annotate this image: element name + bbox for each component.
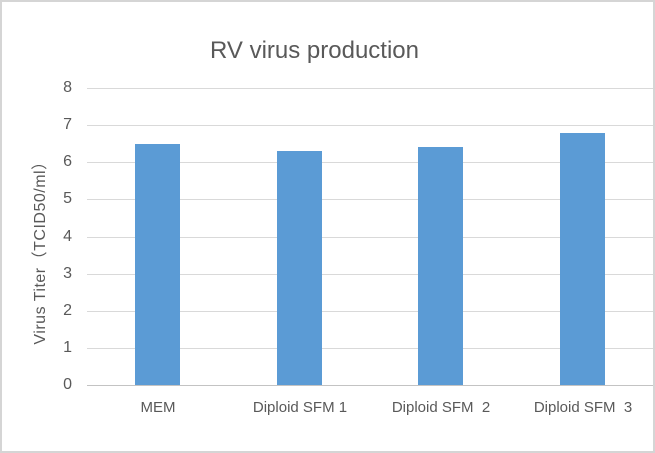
x-axis-category-labels: MEM Diploid SFM 1 Diploid SFM 2 Diploid SFM…: [87, 398, 653, 420]
y-tick-label-4: 4: [63, 228, 72, 245]
y-tick-label-2: 2: [63, 302, 72, 319]
chart-title: RV virus production: [210, 37, 419, 64]
gridline-6: [87, 162, 653, 163]
bar-diploid-sfm-3: [560, 133, 605, 385]
bar-diploid-sfm-1: [277, 151, 322, 385]
gridline-2: [87, 311, 653, 312]
y-tick-label-6: 6: [63, 153, 72, 170]
y-axis-tick-labels: 0 1 2 3 4 5 6 7 8: [8, 2, 72, 451]
gridline-8: [87, 88, 653, 89]
x-category-label-2: Diploid SFM 1: [252, 399, 348, 416]
bar-mem: [135, 144, 180, 385]
bar-diploid-sfm-2: [418, 147, 463, 385]
gridline-1: [87, 348, 653, 349]
gridline-3: [87, 274, 653, 275]
y-tick-label-7: 7: [63, 116, 72, 133]
x-axis-line: [87, 385, 653, 386]
gridline-4: [87, 237, 653, 238]
y-tick-label-5: 5: [63, 190, 72, 207]
y-tick-label-0: 0: [63, 376, 72, 393]
plot-area: [87, 88, 653, 386]
gridline-5: [87, 199, 653, 200]
y-tick-label-8: 8: [63, 79, 72, 96]
y-tick-label-3: 3: [63, 265, 72, 282]
y-tick-label-1: 1: [63, 339, 72, 356]
x-category-label-3: Diploid SFM 2: [391, 399, 491, 416]
gridline-7: [87, 125, 653, 126]
x-category-label-1: MEM: [140, 399, 176, 416]
x-category-label-4: Diploid SFM 3: [533, 399, 633, 416]
